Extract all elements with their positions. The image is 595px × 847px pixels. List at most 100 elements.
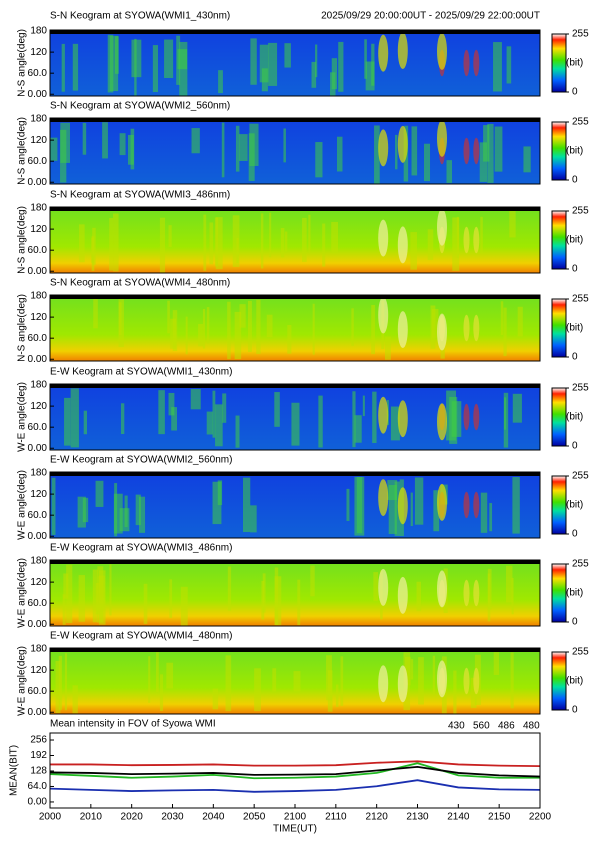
legend-entry: 480 xyxy=(523,721,540,732)
keogram-top-band xyxy=(50,207,540,211)
keogram-streak xyxy=(404,656,411,686)
keogram-streak xyxy=(284,231,288,252)
keogram-image xyxy=(50,472,540,538)
keogram-streak xyxy=(131,39,142,78)
keogram-streak xyxy=(512,393,522,423)
colorbar-label: 255 xyxy=(572,117,589,128)
keogram-streak xyxy=(362,395,365,417)
keogram-aurora xyxy=(473,667,480,695)
colorbar-label: 255 xyxy=(572,559,589,570)
keogram-streak xyxy=(427,229,434,261)
keogram-streak xyxy=(336,136,343,172)
x-tick-label: 2200 xyxy=(529,812,552,823)
y-tick-label: 0.00 xyxy=(28,797,48,808)
keogram-streak xyxy=(503,307,507,357)
keogram-streak xyxy=(312,303,315,355)
y-axis-label: W-E angle(deg) xyxy=(17,470,28,540)
keogram-streak xyxy=(198,324,204,347)
keogram-aurora xyxy=(473,314,480,342)
keogram-frame xyxy=(49,471,541,539)
keogram-aurora xyxy=(473,491,480,519)
keogram-streak xyxy=(506,565,513,603)
colorbar xyxy=(551,121,567,181)
colorbar-label: 0 xyxy=(572,264,578,275)
legend-entry: 486 xyxy=(498,721,515,732)
keogram-streak xyxy=(206,411,213,435)
keogram-streak xyxy=(416,581,422,612)
keogram-streak xyxy=(410,492,413,526)
keogram-aurora xyxy=(437,208,447,246)
keogram-top-band xyxy=(50,30,540,34)
y-tick-label: 0.00 xyxy=(28,619,48,630)
keogram-streak xyxy=(212,688,219,710)
keogram-streak xyxy=(371,304,375,355)
keogram-streak xyxy=(249,123,259,166)
keogram-streak xyxy=(119,508,130,532)
keogram-streak xyxy=(63,573,69,599)
keogram-streak xyxy=(329,72,336,96)
y-tick-label: 180 xyxy=(30,468,47,479)
colorbar xyxy=(551,563,567,623)
keogram-streak xyxy=(335,684,339,707)
keogram-aurora xyxy=(473,49,480,77)
keogram-top-band xyxy=(50,560,540,564)
keogram-aurora xyxy=(463,226,470,254)
keogram-streak xyxy=(506,46,512,84)
y-tick-label: 0.00 xyxy=(28,266,48,277)
keogram-streak xyxy=(191,128,200,154)
keogram-streak xyxy=(365,61,375,91)
keogram-image xyxy=(50,295,540,361)
x-tick-label: 2040 xyxy=(202,812,225,823)
y-tick-label: 180 xyxy=(30,644,47,655)
keogram-streak xyxy=(243,477,251,533)
keogram-frame xyxy=(49,206,541,274)
keogram-title: E-W Keogram at SYOWA(WMI1_430nm) xyxy=(50,367,232,378)
keogram-streak xyxy=(259,44,269,83)
keogram-aurora xyxy=(463,403,470,431)
keogram-streak xyxy=(212,481,222,525)
y-tick-label: 180 xyxy=(30,380,47,391)
keogram-aurora xyxy=(397,487,408,525)
keogram-streak xyxy=(98,570,106,625)
keogram-streak xyxy=(268,42,278,86)
keogram-streak xyxy=(222,393,227,423)
y-tick-label: 180 xyxy=(30,26,47,37)
keogram-streak xyxy=(203,214,207,271)
keogram-title: S-N Keogram at SYOWA(WMI4_480nm) xyxy=(50,278,230,289)
keogram-aurora xyxy=(437,660,447,698)
keogram-streak xyxy=(109,564,112,616)
keogram-streak xyxy=(92,569,98,623)
keogram-streak xyxy=(480,216,483,253)
colorbar-label: 0 xyxy=(572,705,578,716)
y-tick-label: 0.00 xyxy=(28,89,48,100)
colorbar-unit: (bit) xyxy=(566,323,583,334)
x-tick-label: 2100 xyxy=(284,812,307,823)
y-axis-label: N-S angle(deg) xyxy=(17,294,28,362)
keogram-streak xyxy=(159,217,166,273)
keogram-aurora xyxy=(463,314,470,342)
keogram-streak xyxy=(354,415,362,443)
y-tick-label: 180 xyxy=(30,291,47,302)
keogram-streak xyxy=(50,137,58,161)
keogram-streak xyxy=(453,670,457,714)
keogram-frame xyxy=(49,117,541,185)
keogram-streak xyxy=(446,160,453,183)
keogram-streak xyxy=(504,397,507,430)
keogram-frame xyxy=(49,29,541,97)
colorbar-label: 255 xyxy=(572,206,589,217)
keogram-aurora xyxy=(378,568,389,606)
keogram-frame xyxy=(49,559,541,627)
keogram-streak xyxy=(55,661,61,714)
keogram-title: S-N Keogram at SYOWA(WMI1_430nm) xyxy=(50,11,230,22)
keogram-streak xyxy=(272,668,277,692)
keogram-streak xyxy=(180,586,188,626)
y-tick-label: 60.0 xyxy=(28,156,48,167)
keogram-title: S-N Keogram at SYOWA(WMI2_560nm) xyxy=(50,101,230,112)
keogram-frame xyxy=(49,647,541,715)
keogram-streak xyxy=(512,476,520,534)
keogram-streak xyxy=(83,410,88,435)
keogram-aurora xyxy=(463,137,470,165)
keogram-streak xyxy=(113,493,123,534)
